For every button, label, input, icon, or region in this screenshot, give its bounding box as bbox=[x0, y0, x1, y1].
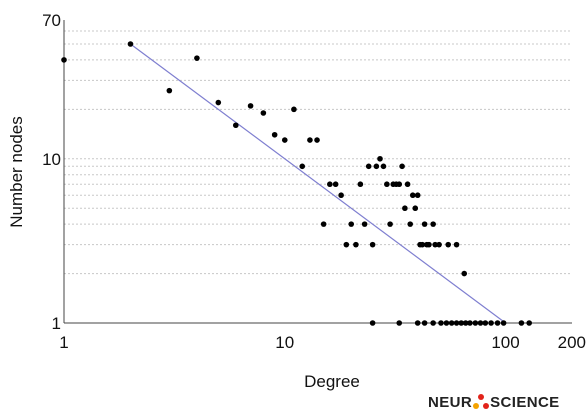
data-point bbox=[327, 181, 333, 188]
molecule-icon bbox=[473, 394, 490, 410]
data-point bbox=[438, 320, 444, 326]
y-tick-label: 70 bbox=[42, 11, 61, 30]
data-point bbox=[369, 241, 376, 248]
data-point bbox=[426, 241, 432, 248]
data-point bbox=[421, 320, 428, 326]
data-point bbox=[373, 163, 380, 170]
data-point bbox=[314, 137, 320, 143]
tick-labels: 1 10 100 200 1 10 70 bbox=[42, 11, 586, 352]
data-point bbox=[338, 192, 344, 199]
data-point bbox=[365, 163, 372, 170]
data-point bbox=[332, 181, 339, 188]
data-point bbox=[453, 320, 460, 326]
data-point bbox=[247, 103, 254, 109]
data-point bbox=[421, 221, 428, 227]
data-point bbox=[458, 320, 465, 326]
data-point bbox=[232, 122, 239, 129]
data-point bbox=[482, 320, 489, 326]
x-axis-label: Degree bbox=[304, 372, 360, 391]
axes bbox=[63, 20, 572, 324]
brand-logo: NEUR SCIENCE bbox=[428, 391, 587, 413]
data-points bbox=[61, 41, 533, 326]
data-point bbox=[343, 241, 350, 248]
data-point bbox=[461, 270, 468, 277]
data-point bbox=[467, 320, 473, 326]
data-point bbox=[399, 163, 405, 170]
x-tick-label: 1 bbox=[59, 333, 68, 352]
data-point bbox=[477, 320, 484, 326]
data-point bbox=[402, 205, 408, 212]
data-point bbox=[299, 163, 306, 170]
y-axis-label: Number nodes bbox=[7, 116, 26, 228]
x-tick-label: 100 bbox=[491, 333, 519, 352]
data-point bbox=[407, 221, 414, 227]
data-point bbox=[260, 110, 267, 116]
grid-lines bbox=[64, 30, 572, 275]
data-point bbox=[436, 241, 442, 248]
data-point bbox=[488, 320, 494, 326]
data-point bbox=[166, 87, 173, 94]
data-point bbox=[443, 320, 450, 326]
data-point bbox=[414, 192, 421, 199]
data-point bbox=[409, 192, 416, 199]
data-point bbox=[453, 241, 460, 248]
data-point bbox=[430, 320, 436, 326]
data-point bbox=[430, 221, 436, 227]
brand-text-right: SCIENCE bbox=[490, 393, 560, 411]
data-point bbox=[215, 99, 222, 106]
data-point bbox=[307, 137, 313, 143]
data-point bbox=[412, 205, 419, 212]
data-point bbox=[353, 241, 359, 248]
data-point bbox=[404, 181, 411, 188]
fit-line-layer bbox=[130, 43, 506, 324]
data-point bbox=[494, 320, 501, 326]
data-point bbox=[500, 320, 507, 326]
data-point bbox=[348, 221, 355, 227]
data-point bbox=[432, 241, 438, 248]
x-tick-label: 10 bbox=[275, 333, 294, 352]
data-point bbox=[194, 55, 200, 61]
data-point bbox=[377, 155, 383, 162]
data-point bbox=[396, 320, 403, 326]
data-point bbox=[462, 320, 469, 326]
data-point bbox=[445, 241, 452, 248]
data-point bbox=[384, 181, 390, 188]
data-point bbox=[61, 57, 67, 63]
data-point bbox=[419, 241, 426, 248]
fit-line bbox=[130, 43, 506, 324]
data-point bbox=[127, 41, 134, 47]
brand-text-left: NEUR bbox=[428, 393, 473, 411]
data-point bbox=[357, 181, 364, 188]
data-point bbox=[396, 181, 403, 188]
data-point bbox=[380, 163, 387, 170]
data-point bbox=[448, 320, 455, 326]
data-point bbox=[369, 320, 376, 326]
data-point bbox=[526, 320, 533, 326]
x-tick-label: 200 bbox=[558, 333, 586, 352]
data-point bbox=[281, 137, 288, 143]
data-point bbox=[271, 131, 278, 138]
data-point bbox=[472, 320, 479, 326]
data-point bbox=[320, 221, 327, 227]
data-point bbox=[291, 106, 297, 113]
data-point bbox=[361, 221, 368, 227]
y-tick-label: 1 bbox=[52, 314, 61, 333]
data-point bbox=[518, 320, 525, 326]
data-point bbox=[414, 320, 421, 326]
y-tick-label: 10 bbox=[42, 150, 61, 169]
data-point bbox=[387, 221, 393, 227]
